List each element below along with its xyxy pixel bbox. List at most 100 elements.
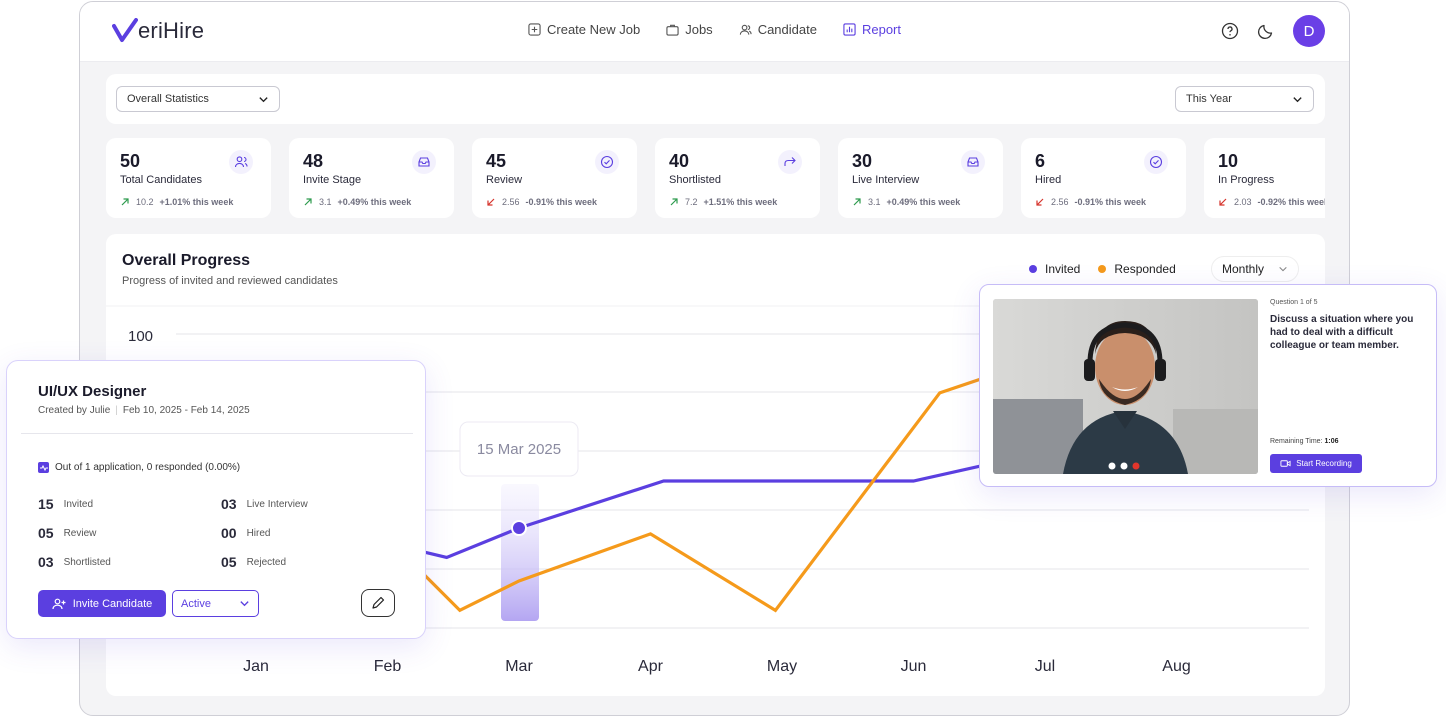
plus-square-icon [528,23,541,36]
start-recording-button[interactable]: Start Recording [1270,454,1362,473]
edit-job-button[interactable] [361,589,395,617]
check-circle-icon [1149,155,1163,169]
nav-candidate[interactable]: Candidate [739,22,817,37]
stat-trend: 7.2 +1.51% this week [669,197,777,207]
stat-delta: 2.56 [1051,197,1069,207]
highlight-point [511,520,527,537]
job-stat-live-interview: 03 Live Interview [221,496,308,512]
trend-up-icon [304,198,312,206]
stat-label: Live Interview [852,174,920,186]
job-stat-hired: 00 Hired [221,525,270,541]
users-icon [234,156,248,168]
filter-bar: Overall Statistics This Year [106,74,1325,124]
legend-responded[interactable]: Responded [1098,262,1176,276]
stat-number: 05 [221,554,237,570]
x-tick-label: Mar [505,658,533,675]
stat-percent: +0.49% this week [886,197,961,207]
user-avatar[interactable]: D [1293,15,1325,47]
stat-trend: 2.03 -0.92% this week [1218,197,1325,207]
tooltip-label: 15 Mar 2025 [477,441,561,458]
forward-icon [784,157,796,166]
stat-label: Review [486,174,523,186]
legend-invited[interactable]: Invited [1029,262,1080,276]
tooltip-box [459,421,579,477]
stat-percent: -0.91% this week [525,197,598,207]
legend-dot-invited [1029,265,1037,273]
stat-delta: 2.56 [502,197,520,207]
stat-label: Hired [246,527,271,539]
chevron-down-icon [1279,266,1287,272]
application-summary: Out of 1 application, 0 responded (0.00%… [38,462,240,473]
nav-label: Create New Job [547,22,641,37]
remaining-time: Remaining Time: 1:06 [1270,438,1339,445]
nav-create-new-job[interactable]: Create New Job [528,22,640,37]
stat-value: 40 [669,151,690,171]
remaining-time-label: Remaining Time: [1270,438,1323,445]
help-icon[interactable] [1221,22,1239,40]
chevron-down-icon [259,96,268,102]
stat-delta: 10.2 [136,197,154,207]
moon-icon[interactable] [1257,22,1275,40]
stat-number: 03 [38,554,54,570]
inbox-icon [967,157,979,167]
stat-value: 6 [1035,151,1046,171]
stat-value: 50 [120,151,141,171]
job-status-select[interactable]: Active [172,590,259,617]
top-bar: eriHire Create New Job Jobs Candidate Re… [80,2,1349,62]
stat-icon-badge [412,150,436,174]
period-select[interactable]: This Year [1175,86,1314,112]
divider [21,433,413,434]
stat-value: 30 [852,151,873,171]
granularity-select[interactable]: Monthly [1211,256,1299,282]
x-tick-label: Aug [1162,658,1190,675]
check-circle-icon [600,155,614,169]
x-tick-label: Jan [243,658,269,675]
header-actions: D [1221,15,1325,47]
meta-divider: | [115,405,118,416]
stat-card-in-progress: 10 In Progress 2.03 -0.92% this week [1204,138,1325,218]
job-stat-review: 05 Review [38,525,96,541]
invite-candidate-label: Invite Candidate [72,597,153,610]
progress-subtitle: Progress of invited and reviewed candida… [122,275,338,287]
job-title: UI/UX Designer [38,383,147,400]
legend-dot-responded [1098,265,1107,273]
granularity-value: Monthly [1222,262,1265,276]
x-tick-label: May [767,658,797,675]
chevron-down-icon [1293,96,1302,102]
nav-label: Candidate [757,22,817,37]
stat-icon-badge [229,150,253,174]
candidate-video [993,299,1258,474]
invite-candidate-button[interactable]: Invite Candidate [38,590,166,617]
stat-value: 45 [486,151,507,171]
stat-label: Live Interview [246,498,308,510]
x-tick-label: Feb [374,658,402,675]
stat-trend: 3.1 +0.49% this week [303,197,411,207]
users-icon [739,24,752,35]
briefcase-icon [666,24,679,36]
trend-up-icon [853,198,861,206]
stat-card-total-candidates: 50 Total Candidates 10.2 +1.01% this week [106,138,271,218]
stat-icon-badge [961,150,985,174]
nav-report[interactable]: Report [843,22,901,37]
trend-up-icon [121,198,129,206]
stat-label: In Progress [1218,174,1275,186]
main-nav: Create New Job Jobs Candidate Report [528,22,901,37]
logo-check-icon [112,18,138,42]
stat-delta: 2.03 [1234,197,1252,207]
stat-number: 03 [221,496,237,512]
stat-label: Shortlisted [669,174,721,186]
stat-value: 10 [1218,151,1239,171]
verihire-logo[interactable]: eriHire [112,18,204,44]
statistics-scope-select[interactable]: Overall Statistics [116,86,280,112]
nav-jobs[interactable]: Jobs [666,22,713,37]
stat-icon-badge [778,150,802,174]
x-tick-label: Apr [638,658,664,675]
stat-delta: 3.1 [868,197,881,207]
stat-icon-badge [595,150,619,174]
trend-down-icon [1036,198,1044,206]
select-value: Overall Statistics [127,93,209,105]
stat-trend: 10.2 +1.01% this week [120,197,233,207]
stat-card-live-interview: 30 Live Interview 3.1 +0.49% this week [838,138,1003,218]
stat-delta: 3.1 [319,197,332,207]
stat-card-hired: 6 Hired 2.56 -0.91% this week [1021,138,1186,218]
